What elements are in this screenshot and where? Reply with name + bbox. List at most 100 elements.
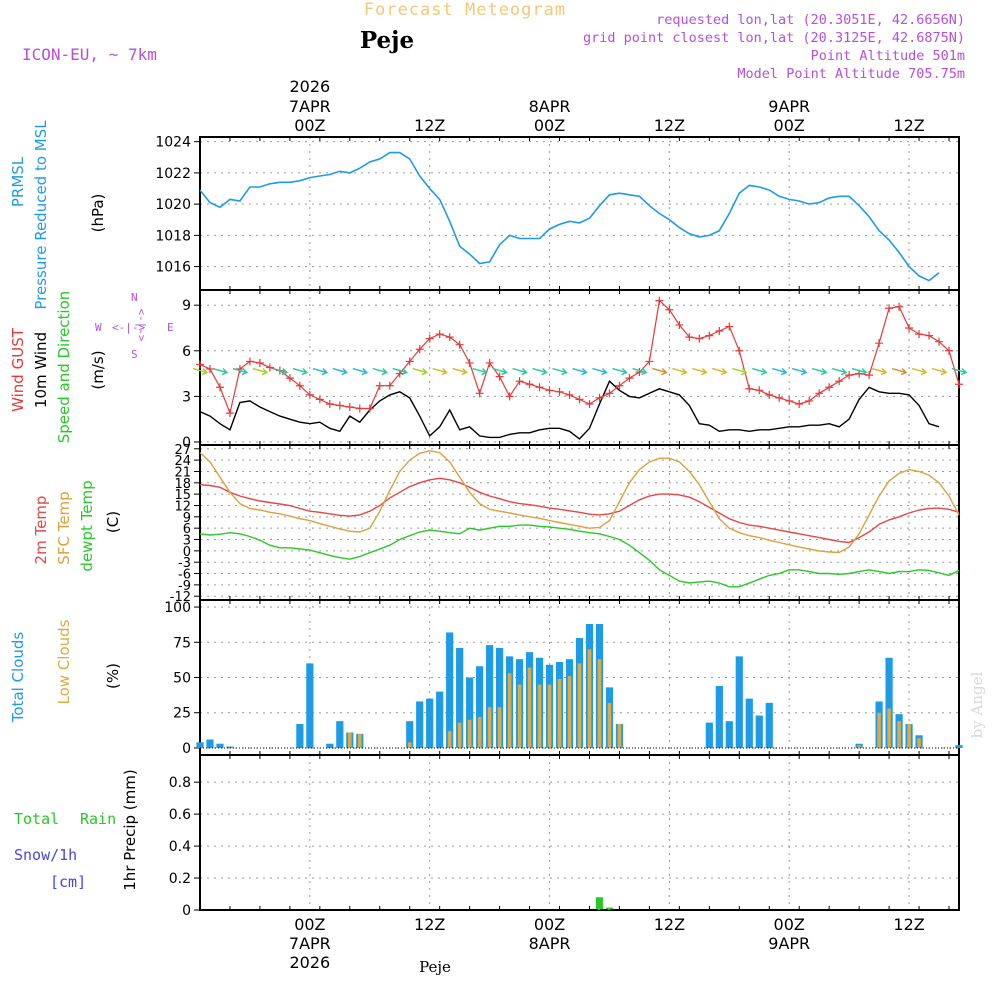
gust-marker <box>845 371 854 380</box>
gust-marker <box>955 380 963 389</box>
total-clouds-bar <box>196 742 204 748</box>
total-clouds-bar <box>725 721 733 748</box>
ytick-label: 3 <box>183 534 191 549</box>
wind-direction-arrow <box>372 367 389 376</box>
bottom-time-label: 00Z <box>534 915 565 934</box>
top-time-label: 12Z <box>414 116 445 135</box>
low-clouds-bar <box>527 667 532 748</box>
total-clouds-bar <box>206 739 214 748</box>
ytick-label: 27 <box>174 443 191 458</box>
gust-marker <box>585 399 594 408</box>
low-clouds-bar <box>607 702 612 748</box>
low-clouds-bar <box>857 745 861 748</box>
low-clouds-bar <box>447 731 452 748</box>
low-clouds-bar <box>877 712 881 748</box>
gust-marker <box>445 333 454 342</box>
total-clouds-bar <box>466 677 474 748</box>
top-year-label: 2026 <box>289 77 330 96</box>
ytick-label: 75 <box>173 635 191 651</box>
wind-direction-arrow <box>592 367 608 376</box>
low-clouds-bar <box>577 663 582 748</box>
footer-location: Peje <box>419 958 451 976</box>
gust-marker <box>245 357 254 366</box>
meteogram-title: Forecast Meteogram <box>364 0 566 20</box>
gust-marker <box>196 360 204 369</box>
gust-marker <box>695 334 704 343</box>
gust-marker <box>485 358 494 367</box>
dewpt-line <box>199 524 960 588</box>
ytick-label: 15 <box>174 488 191 503</box>
gust-marker <box>455 340 464 349</box>
compass-arrow-v: <-|-> <box>135 308 148 341</box>
location-title: Peje <box>360 27 414 54</box>
gust-marker <box>515 377 524 386</box>
panel-precip: 0 0.2 0.4 0.6 0.8 <box>169 754 960 919</box>
ytick-label: 6 <box>183 522 191 537</box>
bottom-time-label: 7APR <box>289 934 331 953</box>
gust-marker <box>505 392 514 401</box>
ytick-label: 21 <box>174 465 191 480</box>
rain-bar <box>605 907 613 910</box>
gust-marker <box>615 381 624 390</box>
low-clouds-bar <box>917 738 921 748</box>
gust-marker <box>625 374 634 383</box>
total-clouds-bar <box>336 721 344 748</box>
gust-marker <box>555 387 564 396</box>
low-clouds-bar <box>457 722 462 748</box>
gust-marker <box>915 330 924 339</box>
wind-direction-arrow <box>332 367 349 376</box>
low-clouds-bar <box>897 721 901 748</box>
gust-marker <box>265 363 274 372</box>
gust-marker <box>865 371 874 380</box>
wind-direction-arrow <box>552 367 568 376</box>
wind-direction-arrow <box>772 367 788 376</box>
temp-unit: (C) <box>104 511 122 533</box>
wind-direction-arrow <box>392 367 408 376</box>
ytick-label: 25 <box>173 706 191 722</box>
gust-marker <box>755 386 764 395</box>
gust-marker <box>365 404 374 413</box>
total-clouds-bar <box>765 702 773 748</box>
bottom-time-label: 00Z <box>294 915 325 934</box>
gust-marker <box>465 358 474 367</box>
gust-marker <box>815 389 824 398</box>
top-time-label: 9APR <box>768 97 810 116</box>
ytick-label: 100 <box>164 600 191 616</box>
gust-marker <box>405 357 414 366</box>
compass-arrow-h: <-|-> <box>112 321 145 334</box>
wind-direction-arrow <box>192 367 209 376</box>
gust-marker <box>495 372 504 381</box>
wind-direction-arrow <box>272 367 289 376</box>
wind-direction-arrow <box>652 367 668 376</box>
gust-marker <box>745 384 754 393</box>
wind-direction-arrow <box>212 367 229 376</box>
gust-marker <box>345 403 354 412</box>
ytick-label: 0 <box>182 903 191 919</box>
total-clouds-bar <box>496 647 504 748</box>
wind-direction-arrow <box>292 367 309 376</box>
total-clouds-bar <box>216 743 224 748</box>
ytick-label: 0.8 <box>169 775 191 791</box>
low-clouds-label: Low Clouds <box>55 619 73 704</box>
temp-2m-label: 2m Temp <box>32 496 50 565</box>
total-clouds-bar <box>705 722 713 748</box>
gust-marker <box>525 380 534 389</box>
top-time-label: 00Z <box>774 116 805 135</box>
panel-labels: PRMSL Pressure Reduced to MSL (hPa) Wind GU… <box>9 120 174 891</box>
gust-marker <box>595 393 604 402</box>
gust-marker <box>305 390 314 399</box>
bottom-time-label: 00Z <box>774 915 805 934</box>
low-clouds-bar <box>567 676 572 748</box>
ytick-label: 0 <box>182 741 191 757</box>
total-clouds-bar <box>745 698 753 748</box>
temp-sfc-line <box>199 449 960 554</box>
wind-direction-arrow <box>891 367 908 376</box>
model-altitude: Model Point Altitude 705.75m <box>737 66 965 82</box>
gust-marker <box>685 333 694 342</box>
total-clouds-bar <box>715 685 723 748</box>
wind-direction-arrow <box>732 367 748 376</box>
gust-marker <box>425 334 434 343</box>
